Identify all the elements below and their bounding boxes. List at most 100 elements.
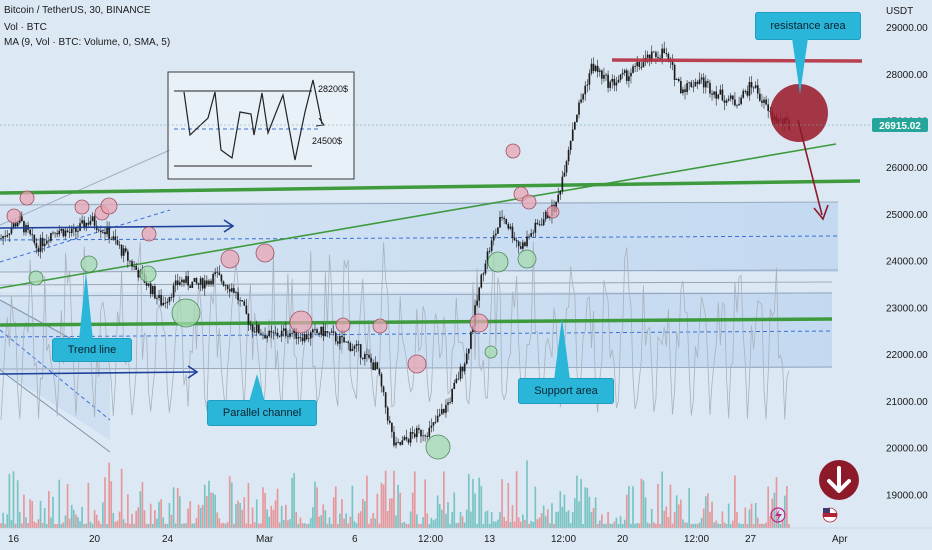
candle-body — [237, 292, 239, 301]
price-tick-label: 20000.00 — [886, 444, 928, 455]
volume-bar — [41, 522, 44, 528]
current-price-badge — [872, 118, 928, 132]
volume-bar — [586, 487, 589, 528]
candle-body — [75, 227, 77, 232]
candle-body — [405, 437, 408, 440]
candle-body — [122, 248, 125, 256]
candle-body — [233, 288, 235, 293]
candle-body — [702, 77, 705, 88]
candle-body — [366, 353, 368, 355]
candle-body — [278, 336, 281, 338]
candle-body — [253, 331, 256, 333]
candle-body — [135, 265, 138, 270]
volume-bar — [282, 519, 285, 528]
price-axis-panel[interactable] — [870, 0, 932, 528]
volume-bar — [779, 523, 782, 528]
candle-body — [586, 84, 589, 86]
volume-bar — [655, 523, 657, 528]
volume-bar — [309, 517, 312, 528]
volume-bar — [474, 493, 476, 528]
volume-bar — [176, 488, 179, 528]
volume-bar — [251, 507, 254, 528]
price-tick-label: 28000.00 — [886, 70, 928, 81]
descending-channel — [0, 300, 110, 440]
candle-body — [526, 236, 528, 247]
candle-body — [6, 235, 9, 237]
price-axis-currency: USDT — [886, 6, 913, 17]
support-area-callout: Support area — [518, 378, 614, 404]
parallel-callout-pointer — [249, 374, 265, 402]
lightning-icon[interactable] — [770, 507, 786, 523]
volume-bar — [786, 486, 788, 528]
candle-body — [266, 336, 268, 339]
candle-body — [326, 331, 329, 333]
candle-body — [341, 335, 343, 338]
candle-body — [559, 191, 562, 195]
candle-body — [72, 227, 75, 229]
volume-bar — [64, 515, 67, 528]
volume-bar — [503, 516, 505, 528]
candle-body — [690, 82, 693, 87]
candle-body — [291, 333, 293, 334]
candle-body — [164, 302, 167, 304]
candle-body — [347, 341, 350, 344]
volume-bar — [77, 517, 79, 528]
candle-body — [542, 219, 545, 226]
candle-body — [395, 442, 397, 446]
volume-bar — [118, 511, 121, 528]
candle-body — [393, 431, 395, 446]
volume-bar — [524, 519, 526, 528]
candle-body — [648, 54, 651, 61]
volume-bar — [630, 523, 632, 528]
volume-bar — [546, 509, 549, 528]
volume-bar — [85, 523, 88, 528]
volume-bar — [457, 522, 460, 528]
volume-bar — [578, 501, 580, 528]
volume-indicator-label[interactable]: Vol · BTC — [4, 22, 47, 33]
volume-bar — [195, 518, 198, 528]
volume-bar — [497, 519, 499, 528]
candle-body — [351, 348, 354, 352]
candle-body — [50, 233, 52, 241]
candle-body — [420, 429, 422, 437]
volume-bar — [388, 498, 391, 528]
volume-bar — [72, 509, 75, 528]
volume-bar — [463, 522, 466, 528]
volume-bar — [364, 501, 366, 528]
volume-bar — [472, 478, 474, 528]
candle-body — [303, 334, 306, 342]
volume-bar — [603, 523, 605, 528]
candle-body — [145, 282, 148, 286]
volume-bar — [154, 510, 156, 528]
candle-body — [93, 216, 96, 226]
candle-body — [418, 428, 420, 430]
volume-bar — [582, 523, 584, 528]
candle-body — [759, 93, 761, 101]
symbol-title[interactable]: Bitcoin / TetherUS, 30, BINANCE — [4, 5, 151, 16]
candle-body — [642, 62, 645, 68]
volume-bar — [563, 494, 566, 528]
candle-body — [112, 236, 115, 239]
candle-body — [663, 48, 666, 54]
time-axis-panel[interactable] — [0, 528, 932, 550]
candle-body — [170, 296, 173, 298]
volume-bar — [528, 523, 530, 528]
volume-bar — [353, 521, 356, 528]
price-tick-label: 24000.00 — [886, 257, 928, 268]
time-tick-label: 27 — [745, 534, 757, 545]
candle-body — [264, 334, 266, 339]
volume-bar — [391, 498, 393, 528]
volume-bar — [584, 487, 587, 528]
ma-indicator-label[interactable]: MA (9, Vol · BTC: Volume, 0, SMA, 5) — [4, 37, 171, 48]
candle-body — [723, 100, 726, 103]
candle-body — [576, 114, 578, 123]
candle-body — [434, 421, 437, 423]
volume-bar — [590, 512, 593, 528]
candle-body — [513, 237, 516, 241]
volume-bar — [272, 509, 275, 528]
descending-channel-bottom — [0, 369, 111, 453]
volume-bar — [141, 482, 144, 528]
volume-bar — [25, 517, 27, 528]
candle-body — [729, 95, 732, 99]
